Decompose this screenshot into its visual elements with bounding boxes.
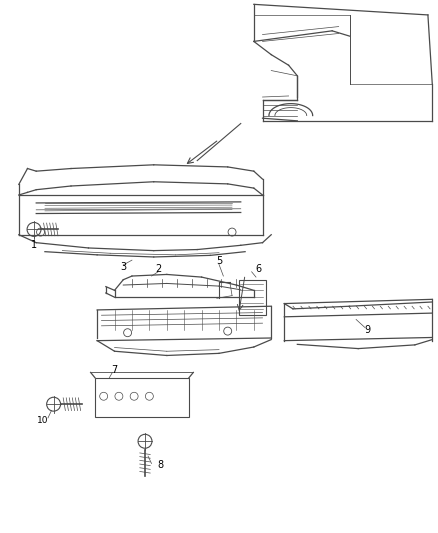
Text: 6: 6 xyxy=(255,264,261,274)
Text: 10: 10 xyxy=(37,416,49,425)
Text: 9: 9 xyxy=(364,325,370,335)
Text: 8: 8 xyxy=(157,460,163,470)
Text: 1: 1 xyxy=(31,240,37,251)
Text: 2: 2 xyxy=(155,264,161,274)
Bar xyxy=(239,280,266,314)
Bar xyxy=(95,378,189,417)
Text: 5: 5 xyxy=(216,256,222,266)
Text: 7: 7 xyxy=(111,365,118,375)
Text: 3: 3 xyxy=(120,262,126,271)
